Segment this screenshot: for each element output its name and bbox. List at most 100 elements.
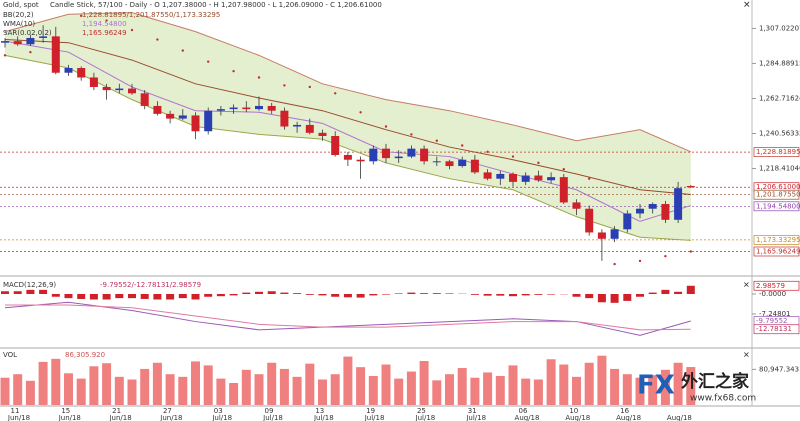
volume-bar — [89, 366, 99, 405]
sar-dot — [638, 259, 642, 263]
candle-body — [547, 177, 556, 181]
sar-dot — [308, 85, 311, 89]
x-tick-label: 11 — [11, 407, 20, 415]
macd-bar — [229, 293, 238, 296]
macd-bar — [128, 293, 136, 299]
sar-dot — [29, 50, 32, 54]
macd-bar — [242, 292, 251, 294]
macd-bar — [534, 293, 543, 295]
volume-bar — [267, 362, 277, 405]
volume-bar — [343, 356, 353, 405]
volume-bar — [419, 361, 429, 405]
price-marker — [753, 147, 800, 157]
macd-bar — [496, 293, 505, 296]
candle-body — [115, 88, 124, 91]
candle-body — [89, 77, 98, 87]
volume-bar — [546, 359, 556, 405]
candle-body — [534, 175, 543, 181]
icon[interactable]: ✕ — [743, 1, 751, 11]
macd-readout: -9.79552/-12.78131/2.98579 — [100, 281, 201, 289]
volume-bar — [292, 376, 302, 405]
x-tick-label: Aug/18 — [616, 414, 641, 421]
sar-dot — [613, 262, 616, 266]
macd-bar — [39, 289, 48, 294]
macd-bar — [445, 293, 454, 294]
volume-bar — [13, 374, 23, 405]
macd-bar — [318, 293, 327, 296]
volume-bar — [140, 368, 150, 405]
candle-body — [77, 68, 86, 78]
candle-body — [369, 148, 378, 162]
macd-bar — [394, 293, 403, 294]
volume-bar — [483, 372, 493, 405]
y-tick-label: 1,284.88915 — [759, 59, 800, 67]
price-marker-label: 1,201.87550 — [756, 191, 800, 199]
x-tick-label: Jul/18 — [313, 414, 334, 421]
x-tick-label: Jul/18 — [211, 414, 232, 421]
legend-name: SAR(0.02,0.2) — [3, 29, 52, 37]
volume-bar — [406, 371, 416, 405]
x-tick-label: Jun/18 — [58, 414, 81, 421]
volume-bar — [648, 375, 658, 405]
sar-dot — [511, 155, 515, 158]
sar-dot — [257, 76, 261, 79]
volume-bar — [432, 380, 442, 405]
y-tick-label: 1,262.71624 — [759, 94, 800, 102]
candle-body — [572, 202, 581, 209]
price-marker-label: 2.98579 — [756, 282, 785, 290]
macd-bar — [356, 293, 365, 298]
x-tick-label: 06 — [519, 407, 528, 415]
volume-bar — [572, 376, 581, 405]
sar-dot — [181, 49, 184, 52]
volume-bar — [445, 374, 454, 405]
macd-bar — [267, 291, 276, 294]
macd-title: MACD(12,26,9) — [3, 281, 56, 289]
volume-bar — [457, 368, 467, 405]
x-tick-label: Jul/18 — [262, 414, 283, 421]
candle-body — [128, 88, 136, 94]
volume-bar — [559, 364, 569, 405]
volume-bar — [64, 373, 73, 405]
legend-readout: 1,165.96249 — [82, 29, 127, 37]
sar-dot — [334, 92, 337, 95]
chart-subtitle: Candle Stick, 57/100 - Daily - O 1,207.3… — [50, 1, 382, 9]
x-tick-label: 31 — [468, 407, 477, 415]
icon[interactable]: ✕ — [743, 351, 750, 360]
candle-body — [242, 107, 251, 110]
macd-bar — [280, 292, 289, 294]
macd-bar — [483, 293, 492, 296]
legend-name: WMA(10) — [3, 20, 35, 28]
candle-body — [432, 161, 441, 163]
candle-body — [255, 105, 263, 110]
price-marker-label: -9.79552 — [756, 317, 787, 325]
vol-readout: 86,305.920 — [65, 351, 105, 359]
price-marker-label: -12.78131 — [756, 325, 792, 333]
candle-body — [420, 148, 429, 162]
sar-dot — [588, 177, 591, 180]
macd-bar — [547, 293, 556, 295]
sar-dot — [105, 19, 108, 22]
macd-bar — [432, 293, 441, 294]
candle-body — [445, 161, 454, 167]
candle-body — [470, 159, 479, 173]
candle-body — [509, 173, 517, 182]
x-tick-label: 27 — [163, 407, 172, 415]
volume-bar — [533, 379, 543, 405]
sar-dot — [283, 84, 286, 87]
candle-body — [648, 204, 657, 209]
price-marker — [753, 201, 800, 212]
candle-body — [51, 36, 60, 73]
icon[interactable]: ✕ — [743, 281, 750, 290]
volume-bar — [25, 380, 35, 405]
x-tick-label: Jul/18 — [364, 414, 385, 421]
x-tick-label: 21 — [112, 407, 121, 415]
sar-dot — [3, 54, 7, 57]
y-tick-label: 1,240.56332 — [759, 130, 800, 138]
candle-body — [64, 68, 73, 73]
candle-body — [166, 113, 175, 119]
macd-bar — [382, 293, 390, 295]
candle-body — [140, 93, 149, 106]
macd-bar — [661, 289, 670, 294]
volume-bar — [673, 362, 683, 405]
